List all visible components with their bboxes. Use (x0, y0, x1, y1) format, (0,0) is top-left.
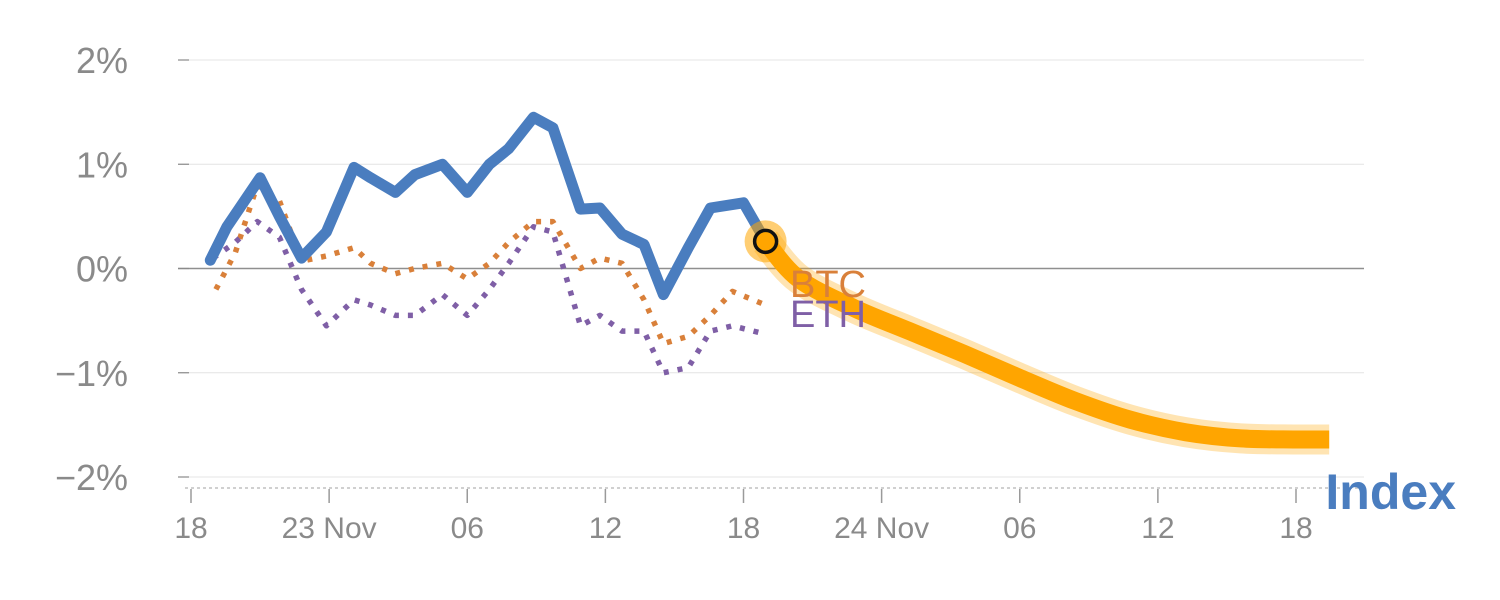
btc-label: BTC (790, 264, 866, 306)
y-tick-label: −1% (55, 353, 128, 394)
grid-lines (178, 59, 1364, 478)
y-tick-label: 0% (76, 249, 128, 290)
current-point-marker (752, 228, 779, 255)
x-tick-label: 23 Nov (282, 512, 377, 545)
x-tick-label: 12 (589, 512, 622, 545)
x-tick-label: 12 (1141, 512, 1174, 545)
series-line-eth (211, 218, 767, 376)
y-tick-label: −2% (55, 457, 128, 498)
x-axis: 18 23 Nov 06 12 18 24 Nov 06 12 18 (174, 487, 1364, 545)
x-tick-label: 18 (1279, 512, 1312, 545)
y-axis-ticks: 2% 1% 0% −1% −2% (55, 40, 128, 498)
index-label: Index (1325, 464, 1456, 520)
series-line-index (204, 111, 772, 301)
series-lines (204, 111, 772, 376)
x-tick-label: 06 (1003, 512, 1036, 545)
y-tick-label: 2% (76, 40, 128, 81)
x-tick-label: 06 (451, 512, 484, 545)
x-tick-label: 18 (727, 512, 760, 545)
eth-label: ETH (790, 294, 866, 336)
x-tick-label: 18 (174, 512, 207, 545)
projection-band (744, 220, 1330, 455)
y-tick-label: 1% (76, 144, 128, 185)
projection-line (758, 235, 1330, 449)
x-tick-label: 24 Nov (834, 512, 929, 545)
